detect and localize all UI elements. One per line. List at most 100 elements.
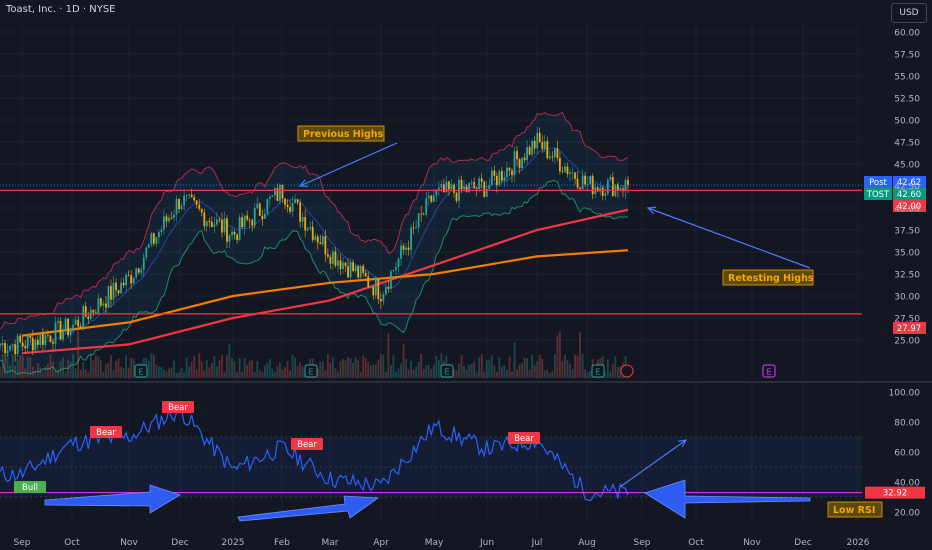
price-tick-label: 50.00 [894, 117, 920, 127]
candle [276, 188, 279, 201]
volume-bar [99, 360, 102, 378]
candle [601, 187, 604, 196]
candle [34, 339, 37, 351]
volume-bar [611, 363, 614, 378]
candle [248, 219, 251, 221]
candle [261, 215, 264, 219]
volume-bar [400, 363, 402, 378]
candle [6, 350, 9, 354]
volume-bar [64, 371, 67, 378]
volume-bar [531, 354, 534, 378]
candle [405, 247, 407, 250]
candle [495, 175, 498, 186]
volume-bar [170, 367, 173, 378]
candle [274, 188, 276, 196]
annotation-box [722, 269, 814, 286]
candle [591, 175, 594, 195]
volume-bar [609, 371, 612, 378]
candle [170, 217, 173, 219]
volume-bar [231, 358, 233, 378]
candle [279, 184, 281, 201]
volume-bar [369, 365, 372, 378]
arrow-retesting-highs [647, 207, 811, 269]
volume-bar [488, 359, 491, 378]
time-tick-label: Aug [578, 538, 596, 548]
candle [79, 326, 82, 328]
volume-bar [581, 353, 584, 378]
candle [384, 287, 387, 295]
time-tick-label: May [425, 538, 444, 548]
candle [528, 147, 531, 155]
volume-bar [173, 360, 175, 378]
candle [352, 262, 354, 272]
volume-bar [271, 368, 274, 378]
candle [4, 343, 6, 354]
candle [52, 341, 54, 344]
price-label-bg [893, 188, 926, 200]
earnings-marker [134, 364, 148, 378]
candle [160, 229, 163, 233]
volume-bar [377, 359, 380, 378]
candle [526, 147, 529, 161]
candle [513, 151, 516, 175]
candle [556, 148, 559, 159]
candle [596, 187, 599, 192]
candle [551, 156, 554, 158]
volume-bar [543, 370, 546, 378]
candle [465, 186, 468, 192]
candle [311, 226, 314, 240]
signal-badge-text: Bear [96, 428, 116, 438]
price-tick-label: 37.50 [894, 227, 920, 237]
volume-bar [337, 371, 339, 378]
volume-bar [49, 354, 52, 378]
candle [231, 231, 233, 236]
volume-bar [420, 353, 423, 378]
volume-bar [31, 366, 34, 378]
volume-bar [437, 360, 440, 378]
candle [125, 274, 128, 286]
volume-bar [392, 355, 395, 378]
candle [110, 286, 112, 300]
candle [67, 318, 69, 336]
volume-bar [485, 360, 488, 378]
big-arrow-1 [44, 484, 181, 514]
candle [140, 269, 143, 273]
candle [24, 346, 27, 349]
candle [97, 298, 100, 315]
volume-bar [574, 354, 576, 378]
candle [39, 334, 42, 345]
volume-bar [203, 370, 206, 378]
candle [566, 166, 569, 174]
symbol-title: Toast, Inc. · 1D · NYSE [6, 4, 116, 15]
candle [263, 213, 266, 219]
candle [178, 199, 180, 210]
price-label-value: 27.97 [897, 324, 921, 334]
candle [347, 266, 349, 278]
volume-bar [397, 368, 400, 378]
candle [564, 166, 566, 172]
volume-bar [160, 367, 163, 378]
volume-bar [236, 372, 238, 378]
volume-bar [115, 360, 117, 378]
candle [221, 219, 223, 233]
price-label-bg [893, 176, 926, 188]
currency-button[interactable]: USD [891, 3, 927, 23]
candle [168, 217, 170, 222]
candle [296, 199, 299, 203]
candle [332, 251, 334, 264]
volume-bar [57, 369, 59, 378]
volume-bar [349, 358, 352, 378]
volume-bar [548, 372, 551, 378]
volume-bar [130, 357, 133, 378]
volume-bar [425, 365, 428, 378]
candle [175, 199, 178, 215]
candle [427, 195, 430, 199]
candle [210, 221, 213, 227]
volume-bar [92, 360, 95, 378]
candle [281, 184, 284, 199]
volume-bar [538, 354, 541, 378]
candle [364, 272, 367, 277]
candle [122, 282, 125, 286]
candle [152, 233, 155, 244]
